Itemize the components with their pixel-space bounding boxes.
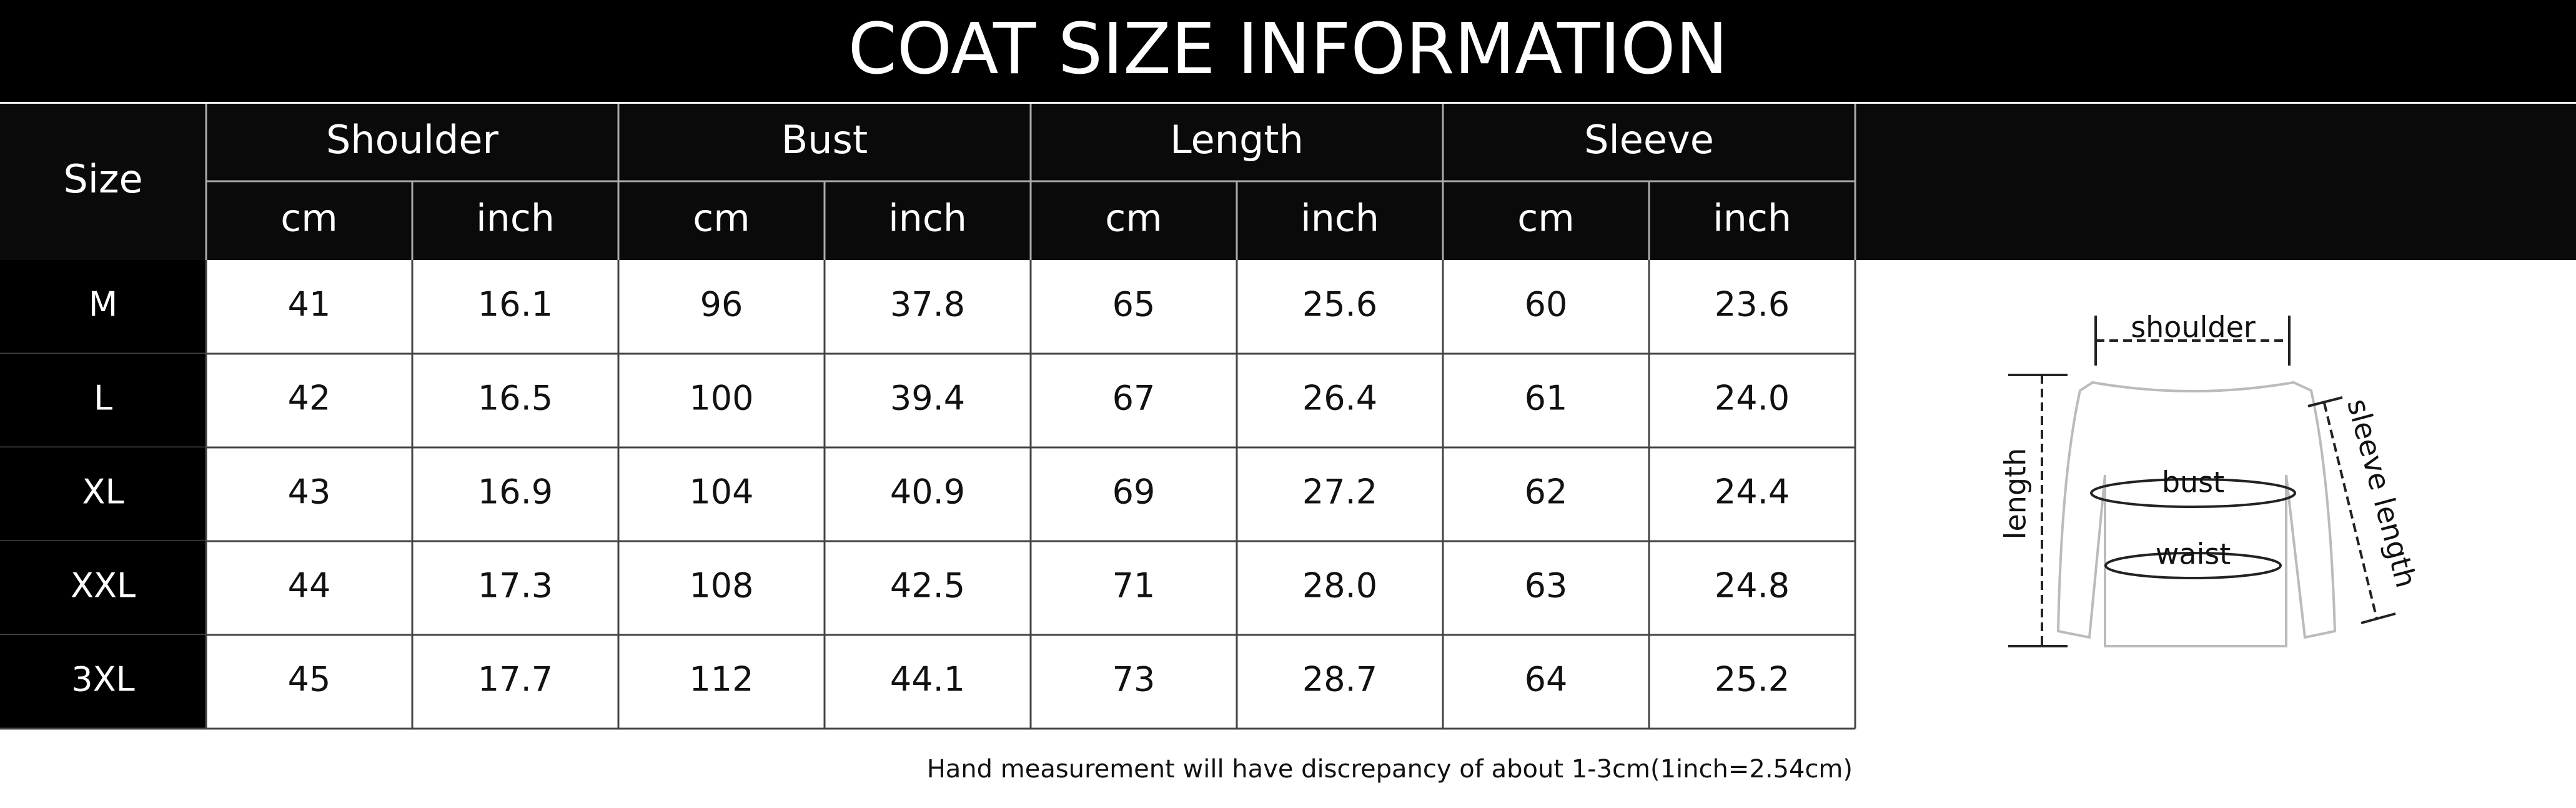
coat-outline (2056, 381, 2337, 647)
sleeve-line (2323, 402, 2378, 619)
value-cell: 41 (288, 285, 331, 324)
title-bar (0, 0, 2576, 102)
value-cell: 44 (288, 566, 331, 606)
unit-header: cm (280, 197, 337, 241)
value-cell: 60 (1525, 285, 1568, 324)
unit-header: inch (1713, 197, 1791, 241)
title: COAT SIZE INFORMATION (848, 9, 1728, 90)
unit-header: inch (476, 197, 555, 241)
value-cell: 28.0 (1302, 566, 1377, 606)
sleeve-tick (2307, 396, 2343, 407)
value-cell: 17.3 (478, 566, 553, 606)
value-cell: 27.2 (1302, 472, 1377, 512)
diagram-label: shoulder (2131, 311, 2256, 344)
value-cell: 25.6 (1302, 285, 1377, 324)
value-cell: 62 (1525, 472, 1568, 512)
unit-header: inch (888, 197, 967, 241)
size-cell (0, 260, 206, 354)
value-cell: 44.1 (890, 660, 965, 699)
value-cell: 23.6 (1715, 285, 1790, 324)
unit-header: inch (1300, 197, 1379, 241)
value-cell: 96 (700, 285, 743, 324)
unit-header: cm (1105, 197, 1162, 241)
value-cell: 28.7 (1302, 660, 1377, 699)
value-cell: 16.9 (478, 472, 553, 512)
value-cell: 42.5 (890, 566, 965, 606)
unit-header: cm (1517, 197, 1574, 241)
value-cell: 45 (288, 660, 331, 699)
size-cell-text: XL (82, 472, 124, 512)
diagram-label: bust (2162, 466, 2224, 499)
value-cell: 64 (1525, 660, 1568, 699)
sleeve-tick (2361, 612, 2396, 624)
size-cell-text: L (94, 379, 112, 418)
value-cell: 17.7 (478, 660, 553, 699)
value-cell: 104 (689, 472, 753, 512)
group-header: Length (1170, 117, 1304, 162)
value-cell: 16.1 (478, 285, 553, 324)
value-cell: 39.4 (890, 379, 965, 418)
value-cell: 16.5 (478, 379, 553, 418)
note: Hand measurement will have discrepancy o… (927, 755, 1853, 784)
group-header: Shoulder (326, 117, 499, 162)
value-cell: 24.8 (1715, 566, 1790, 606)
size-cell-text: 3XL (71, 660, 134, 699)
value-cell: 73 (1112, 660, 1156, 699)
bust-loop (2090, 478, 2296, 508)
value-cell: 100 (689, 379, 753, 418)
group-header: Sleeve (1584, 117, 1714, 162)
size-cell (0, 635, 206, 729)
value-cell: 40.9 (890, 472, 965, 512)
unit-header: cm (693, 197, 750, 241)
value-cell: 24.4 (1715, 472, 1790, 512)
size-cell (0, 354, 206, 447)
value-cell: 43 (288, 472, 331, 512)
size-cell (0, 541, 206, 635)
size-cell-text: M (89, 285, 118, 324)
size-cell (0, 447, 206, 541)
value-cell: 112 (689, 660, 753, 699)
size-header: Size (63, 156, 142, 202)
value-cell: 65 (1112, 285, 1156, 324)
diagram-label: waist (2156, 537, 2231, 571)
value-cell: 61 (1525, 379, 1568, 418)
waist-loop (2104, 552, 2282, 579)
value-cell: 25.2 (1715, 660, 1790, 699)
value-cell: 69 (1112, 472, 1156, 512)
value-cell: 24.0 (1715, 379, 1790, 418)
group-header: Bust (781, 117, 868, 162)
value-cell: 71 (1112, 566, 1156, 606)
value-cell: 67 (1112, 379, 1156, 418)
value-cell: 63 (1525, 566, 1568, 606)
size-cell-text: XXL (71, 566, 136, 606)
value-cell: 37.8 (890, 285, 965, 324)
value-cell: 42 (288, 379, 331, 418)
value-cell: 26.4 (1302, 379, 1377, 418)
diagram-label: length (1999, 448, 2033, 540)
value-cell: 108 (689, 566, 753, 606)
